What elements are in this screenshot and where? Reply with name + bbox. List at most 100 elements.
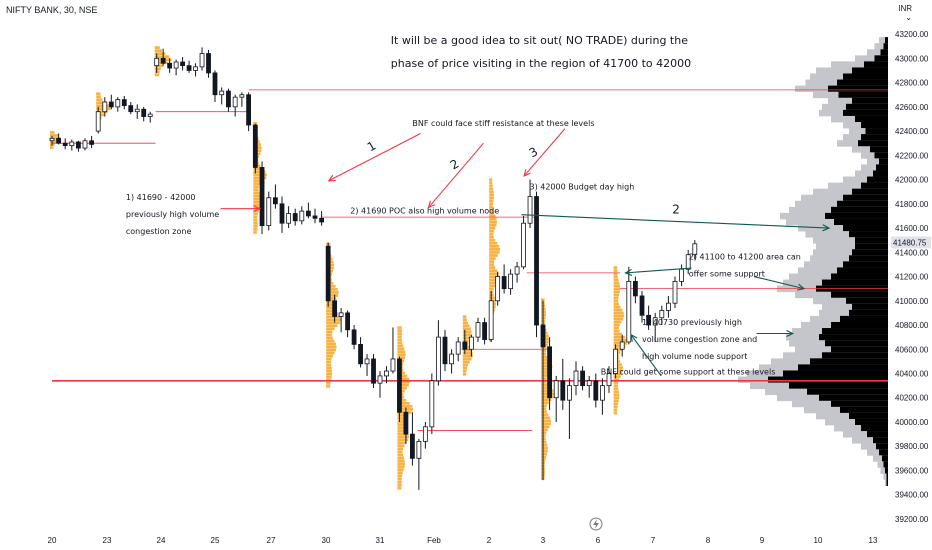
- session-profile-bin: [397, 347, 405, 351]
- candle-body: [659, 310, 665, 319]
- annotation-text: offer some support: [689, 270, 765, 279]
- candle-body: [199, 53, 205, 68]
- session-profile-bin: [326, 339, 335, 343]
- candle-body: [219, 90, 225, 96]
- candle-body: [312, 215, 318, 219]
- session-profile-bin: [326, 336, 333, 340]
- session-profile-bin: [397, 414, 409, 417]
- candle-body: [226, 90, 231, 108]
- candle-body: [279, 203, 285, 224]
- session-profile-bin: [154, 70, 160, 74]
- session-profile-bin: [326, 300, 335, 303]
- session-profile-bin: [462, 360, 470, 364]
- profile-bin-black: [783, 370, 888, 377]
- session-profile-bin: [613, 269, 618, 272]
- profile-bin-black: [843, 194, 888, 202]
- session-profile-bin: [613, 396, 620, 400]
- candle: [239, 92, 245, 107]
- session-profile-bin: [613, 275, 618, 279]
- session-profile-bin: [541, 404, 547, 408]
- session-profile-bin: [397, 468, 404, 472]
- candle-body: [206, 53, 211, 74]
- profile-bin-black: [886, 473, 888, 480]
- candle-body: [49, 137, 55, 142]
- session-profile-bin: [397, 401, 410, 405]
- candle-body: [167, 62, 173, 69]
- symbol-label[interactable]: NIFTY BANK, 30, NSE: [6, 5, 98, 15]
- candle: [501, 264, 507, 294]
- candle: [462, 329, 468, 355]
- volume-profile: [738, 37, 888, 487]
- session-profile-bin: [397, 420, 404, 423]
- session-profile-bin: [397, 465, 405, 469]
- candle-body: [193, 66, 198, 71]
- currency-chevron-icon[interactable]: ⌄: [905, 13, 912, 22]
- candle-body: [69, 141, 75, 147]
- session-profile-bin: [489, 275, 500, 279]
- time-tick-label: 3: [541, 536, 546, 545]
- session-profile-bin: [397, 377, 410, 381]
- arrow-head: [630, 333, 638, 342]
- session-profile-bin: [50, 137, 61, 140]
- price-tick-label: 41200.00: [895, 273, 929, 282]
- candle-body: [442, 336, 448, 365]
- candle: [141, 106, 147, 122]
- session-profile-bin: [489, 223, 497, 227]
- price-axis[interactable]: 43200.00 43000.00 42800.00 42600.00 42400.00…: [891, 30, 931, 524]
- candle-body: [672, 280, 678, 304]
- profile-bin-black: [867, 176, 888, 183]
- candle-body: [160, 57, 166, 64]
- candle: [514, 261, 520, 283]
- profile-bin-gray: [805, 231, 888, 238]
- candle: [586, 375, 592, 398]
- candle: [508, 269, 514, 295]
- price-tick-label: 42600.00: [895, 103, 929, 112]
- session-profile-bin: [613, 335, 625, 339]
- candle: [128, 101, 134, 115]
- candle-body: [633, 280, 638, 297]
- arrow-shaft: [521, 214, 830, 229]
- candle-body: [319, 217, 325, 223]
- horizontal-levels: [52, 89, 888, 431]
- candle-body: [429, 380, 435, 428]
- profile-bin-gray: [855, 55, 888, 62]
- session-profile-bin: [397, 356, 406, 360]
- session-profile-bin: [397, 483, 402, 487]
- session-profile-bin: [613, 266, 618, 269]
- session-profile-bin: [397, 374, 408, 378]
- candle: [193, 63, 198, 77]
- session-profile-bin: [462, 366, 467, 370]
- candle: [488, 291, 494, 342]
- session-profile-bin: [541, 358, 550, 362]
- arrow: [624, 267, 692, 276]
- candle-body: [180, 61, 186, 67]
- session-profile-bin: [397, 417, 406, 420]
- candle: [685, 249, 691, 275]
- session-profile-bin: [541, 383, 549, 386]
- candle: [147, 111, 153, 123]
- session-profile-bin: [462, 336, 470, 340]
- session-profile-bin: [613, 366, 623, 369]
- profile-bin-black: [840, 315, 888, 323]
- session-profile-bin: [397, 480, 402, 484]
- candle: [95, 106, 101, 134]
- candle-body: [232, 96, 238, 108]
- profile-bin-black: [843, 225, 888, 232]
- session-profile-bin: [253, 197, 263, 201]
- session-profile-bin: [462, 330, 472, 334]
- session-profile-bin: [253, 188, 259, 192]
- session-profile-bin: [154, 73, 160, 77]
- profile-bin-black: [861, 134, 888, 141]
- session-profile-bin: [397, 386, 407, 390]
- price-tick-label: 43000.00: [895, 54, 929, 63]
- candle-body: [266, 197, 272, 227]
- session-profile-bin: [397, 474, 403, 478]
- profile-bin-black: [819, 334, 888, 341]
- replay-icon[interactable]: [589, 517, 603, 531]
- profile-bin-black: [831, 346, 888, 353]
- price-tick-label: 40400.00: [895, 369, 929, 378]
- session-profile-bin: [613, 329, 620, 333]
- session-profile-bin: [613, 308, 623, 312]
- time-axis[interactable]: 20 23 24 25 27 30 31 Feb 2 3 6 7 8 9 10 13: [48, 536, 878, 545]
